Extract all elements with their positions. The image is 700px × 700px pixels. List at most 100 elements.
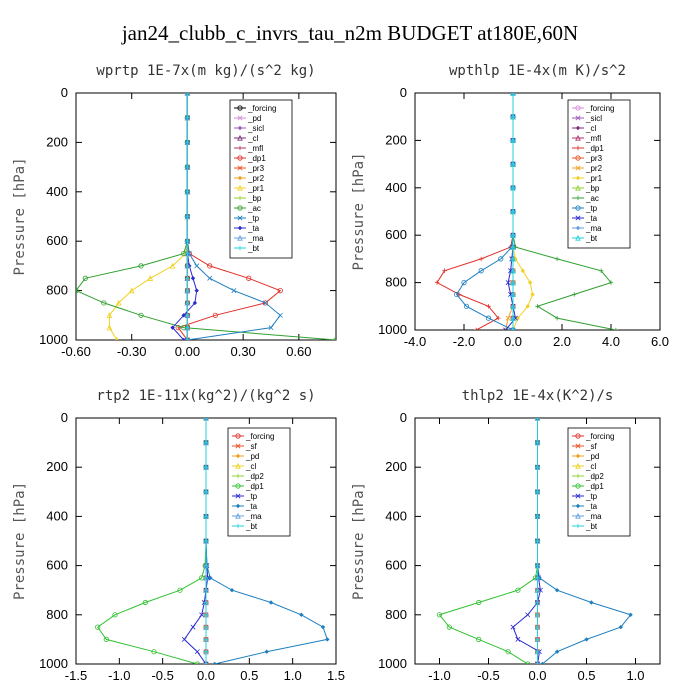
x-tick-label: 2.0 <box>553 334 571 349</box>
legend-label: _tp <box>245 492 258 501</box>
data-point <box>485 315 492 321</box>
data-point <box>530 292 535 297</box>
legend-marker <box>237 215 243 221</box>
data-point <box>320 624 326 630</box>
data-point <box>535 600 540 605</box>
legend-marker <box>235 483 241 489</box>
data-point <box>185 263 190 269</box>
data-point <box>185 214 190 219</box>
data-point <box>185 325 190 330</box>
legend-label: _bt <box>585 522 598 531</box>
y-tick-label: 0 <box>61 410 68 425</box>
y-axis-label: Pressure [hPa] <box>351 152 367 270</box>
data-point <box>190 624 196 630</box>
x-tick-label: -4.0 <box>404 334 426 349</box>
legend-label: _pr2 <box>585 164 603 173</box>
legend-marker <box>235 473 241 479</box>
data-point <box>203 465 209 470</box>
data-point <box>628 612 633 617</box>
series-line-tp <box>455 93 514 330</box>
legend-label: _ma <box>245 512 262 521</box>
data-point <box>535 661 540 664</box>
legend-marker <box>575 195 581 201</box>
y-tick-label: 800 <box>46 283 68 298</box>
y-tick-label: 0 <box>400 410 407 425</box>
plot-frame <box>75 92 337 341</box>
data-point <box>231 288 237 294</box>
data-point <box>535 649 540 654</box>
data-point <box>190 276 196 281</box>
legend-marker <box>235 453 241 459</box>
data-point <box>333 337 336 340</box>
legend-label: _sicl <box>247 124 264 133</box>
data-point <box>170 325 175 330</box>
data-point <box>535 563 540 568</box>
legend-label: _dp2 <box>245 472 264 481</box>
data-point <box>142 599 148 606</box>
data-point <box>325 637 330 642</box>
x-tick-label: 1.0 <box>284 668 302 683</box>
data-point <box>212 661 217 664</box>
legend-label: _bt <box>245 522 258 531</box>
legend-label: _cl <box>247 134 258 143</box>
legend-marker <box>237 205 243 211</box>
data-point <box>461 279 467 286</box>
legend-marker <box>575 145 581 151</box>
legend-marker <box>575 215 581 221</box>
chart-panel-3: rtp2 1E-11x(kg^2)/(kg^2 s) Pressure [hPa]… <box>12 388 345 683</box>
data-point <box>185 93 190 96</box>
legend-marker <box>235 443 241 449</box>
legend-marker <box>237 125 243 131</box>
data-point <box>194 288 199 293</box>
legend-label: _sicl <box>585 114 602 123</box>
legend-label: _tp <box>585 204 598 213</box>
legend-marker <box>575 115 581 121</box>
legend: _forcing_sf_pd_cl_dp2_dp1_tp_ta_ma_bt <box>567 427 631 537</box>
y-tick-label: 1000 <box>378 656 407 671</box>
data-point <box>203 538 209 544</box>
x-tick-label: -0.5 <box>151 668 173 683</box>
legend-marker <box>575 175 581 181</box>
data-point <box>505 649 511 655</box>
x-tick-label: 1.0 <box>626 668 644 683</box>
data-point <box>185 313 190 318</box>
data-point <box>203 600 209 605</box>
legend-label: _ma <box>247 234 264 243</box>
data-point <box>478 268 484 274</box>
series-line-dp1 <box>97 418 207 664</box>
data-point <box>554 588 560 593</box>
legend-label: _forcing <box>247 104 276 113</box>
data-point <box>474 327 479 330</box>
x-tick-label: 6.0 <box>651 334 669 349</box>
data-point <box>185 140 190 145</box>
legend-marker <box>235 523 241 529</box>
legend-label: _forcing <box>585 104 614 113</box>
data-point <box>203 624 209 630</box>
data-point <box>203 649 209 654</box>
legend-label: _tp <box>247 214 260 223</box>
data-point <box>264 649 269 654</box>
data-point <box>103 636 109 643</box>
legend-label: _bt <box>585 234 598 243</box>
x-tick-label: 4.0 <box>602 334 620 349</box>
data-point <box>608 280 614 285</box>
data-point <box>203 588 209 593</box>
panel-title: rtp2 1E-11x(kg^2)/(kg^2 s) <box>96 388 315 404</box>
data-point <box>535 465 540 470</box>
y-tick-label: 1000 <box>378 322 407 337</box>
legend-marker <box>237 195 243 201</box>
legend-label: _tp <box>585 492 598 501</box>
data-point <box>505 280 511 286</box>
legend-marker <box>575 184 581 191</box>
data-point <box>478 256 484 262</box>
data-point <box>181 337 186 340</box>
data-point <box>513 256 518 262</box>
y-tick-label: 200 <box>385 459 407 474</box>
legend-label: _pd <box>585 452 599 461</box>
legend-label: _pr3 <box>585 154 603 163</box>
x-tick-label: -1.0 <box>428 668 450 683</box>
data-point <box>525 612 531 618</box>
data-point <box>434 280 440 285</box>
data-point <box>510 161 516 167</box>
